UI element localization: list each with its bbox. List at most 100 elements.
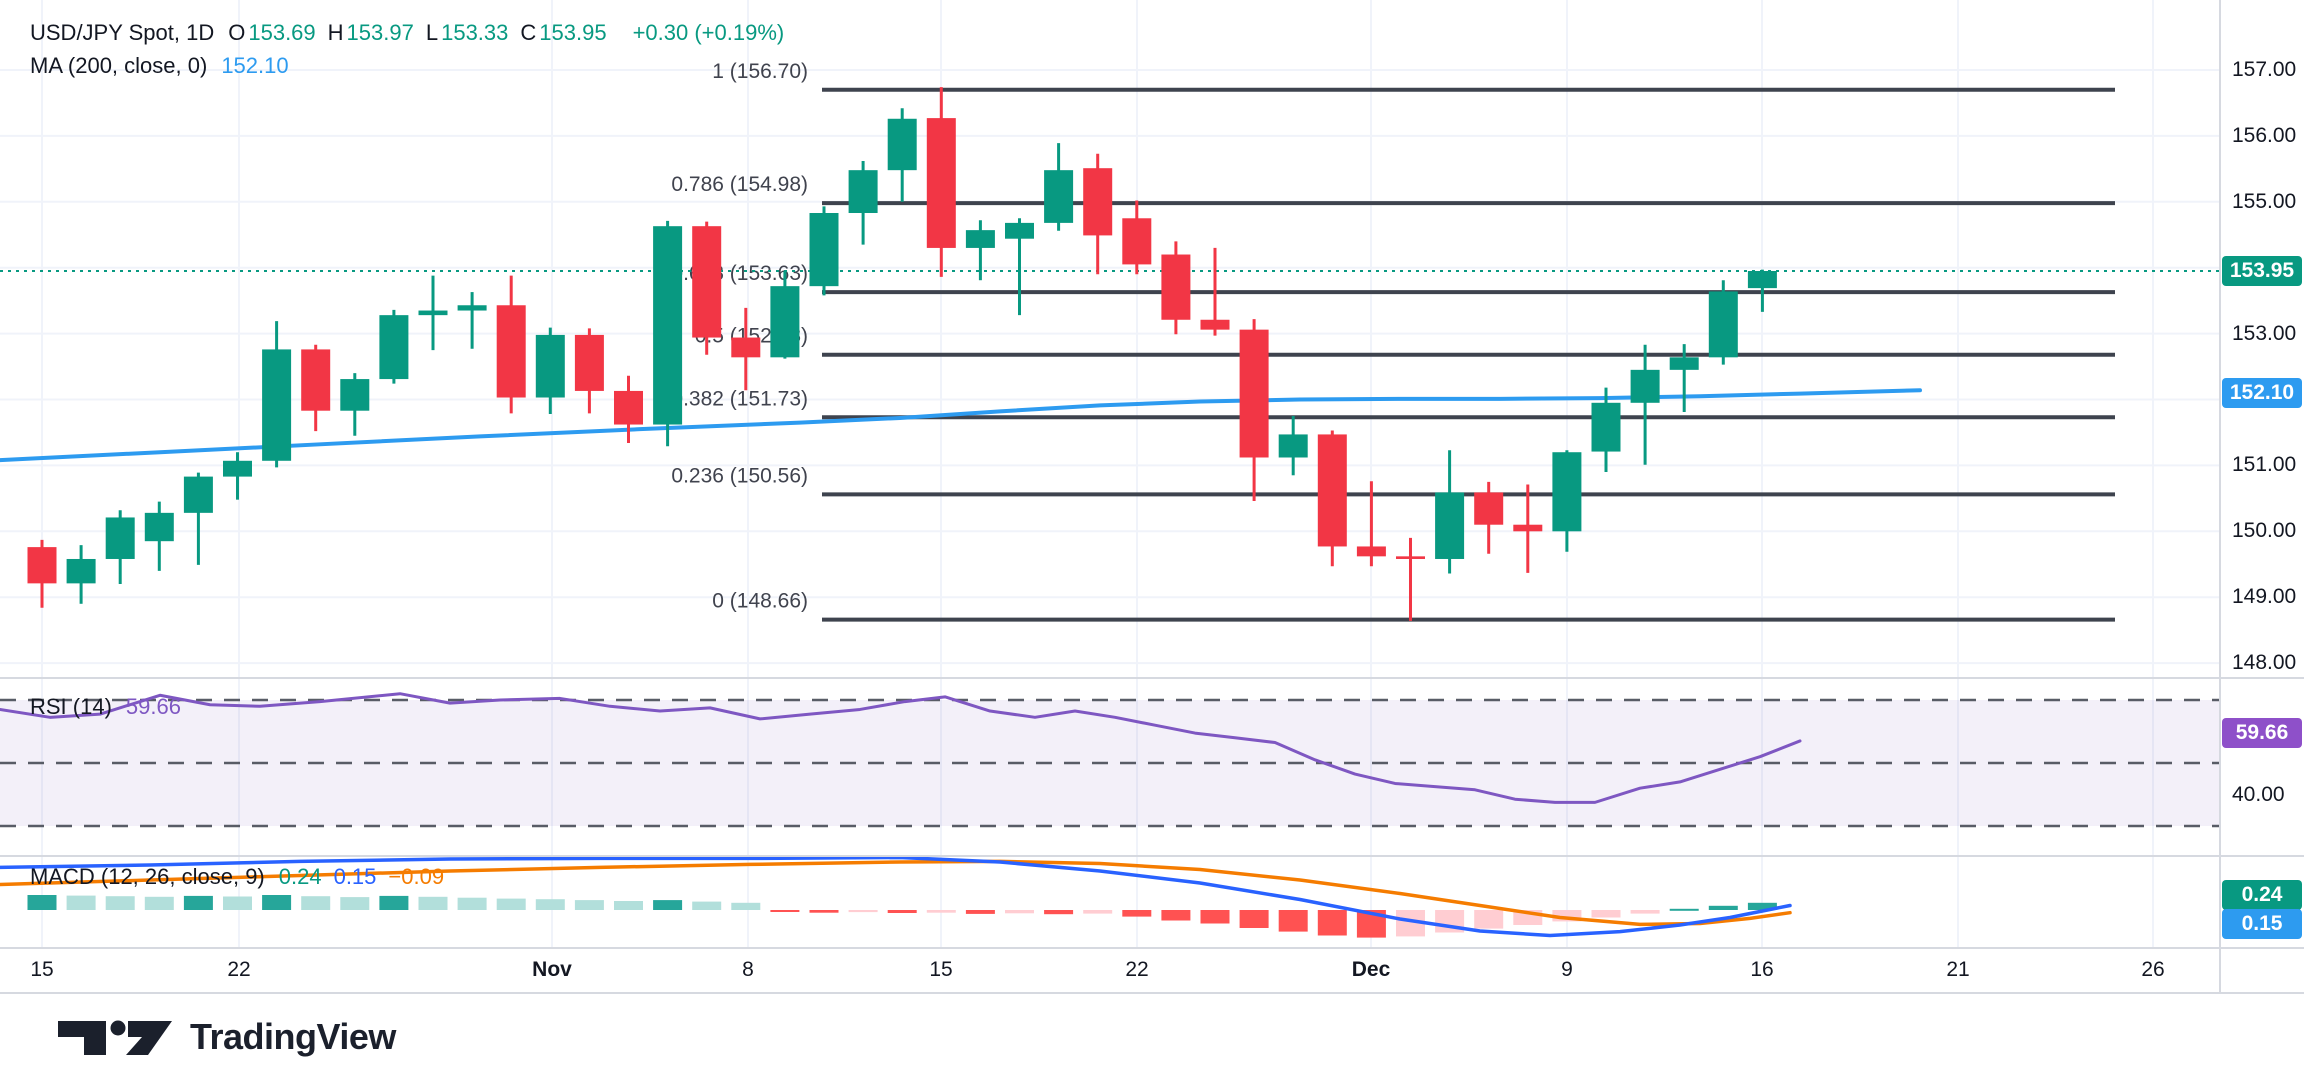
- candle-up: [1630, 369, 1660, 403]
- macd-values: 0.24 0.15 −0.09: [279, 864, 456, 890]
- macd-histogram-value: 0.24: [278, 864, 322, 889]
- candle-down: [614, 390, 643, 425]
- candle-down: [1122, 218, 1152, 265]
- ohlc-low: L 153.33: [425, 20, 509, 45]
- change-value: +0.30 (+0.19%): [632, 20, 785, 45]
- candle-down: [1317, 434, 1347, 547]
- macd-histogram-bar: [965, 910, 995, 914]
- candle-up: [1591, 402, 1621, 452]
- price-label: 151.00: [2232, 453, 2297, 477]
- candle-down: [1513, 524, 1543, 532]
- macd-histogram-bar: [614, 901, 643, 910]
- macd-histogram-bar: [105, 896, 135, 910]
- macd-histogram-bar: [418, 896, 448, 910]
- macd-histogram-bar: [1083, 910, 1113, 914]
- candle-up: [535, 334, 565, 398]
- ma-indicator-label[interactable]: MA (200, close, 0): [30, 53, 208, 78]
- candle-up: [457, 305, 487, 311]
- candle-down: [692, 226, 722, 338]
- rsi-line: [0, 692, 1802, 804]
- symbol-title[interactable]: USD/JPY Spot, 1D: [30, 20, 215, 45]
- macd-histogram-bar: [731, 902, 761, 910]
- macd-legend: MACD (12, 26, close, 9) 0.24 0.15 −0.09: [30, 864, 456, 890]
- price-label: 149.00: [2232, 585, 2297, 609]
- macd-indicator-label[interactable]: MACD (12, 26, close, 9): [30, 864, 265, 889]
- ma-legend: MA (200, close, 0) 152.10: [30, 53, 289, 79]
- macd-histogram-bar: [1669, 908, 1699, 911]
- last-price-badge: 153.95: [2222, 255, 2302, 286]
- logo-text: TradingView: [190, 1016, 396, 1057]
- time-label: Dec: [1351, 958, 1391, 981]
- rsi-legend: RSI (14) 59.66: [30, 694, 181, 720]
- macd-histogram-bar: [1044, 910, 1074, 915]
- price-label: 157.00: [2232, 58, 2297, 81]
- ohlc-values: O 153.69 H 153.97 L 153.33 C 153.95: [228, 20, 618, 46]
- macd-histogram-bar: [223, 896, 252, 910]
- candle-up: [770, 286, 800, 358]
- time-axis[interactable]: 15 22 Nov 8 15 22 Dec 9 16 21 26: [0, 952, 2304, 993]
- candle-up: [809, 213, 839, 287]
- price-axis[interactable]: 157.00 156.00 155.00 153.00 151.00 150.00 149.…: [2220, 0, 2304, 993]
- candle-down: [27, 547, 57, 584]
- candle-up: [1747, 270, 1777, 289]
- time-label: Nov: [532, 958, 572, 981]
- main-legend: USD/JPY Spot, 1D O 153.69 H 153.97 L 153.33 C 1…: [30, 20, 784, 46]
- time-label: 15: [929, 958, 953, 981]
- rsi-value-badge: 59.66: [2222, 717, 2302, 748]
- candle-up: [848, 170, 878, 214]
- rsi-indicator-label[interactable]: RSI (14): [30, 694, 112, 719]
- macd-histogram-bar: [262, 895, 292, 910]
- candle-up: [1278, 434, 1308, 458]
- candle-up: [183, 476, 213, 513]
- macd-histogram-bar: [183, 895, 213, 910]
- macd-histogram-bar: [457, 897, 487, 910]
- fib-label: 0.618 (153.63): [671, 262, 808, 285]
- macd-histogram-bar: [1708, 905, 1738, 910]
- candle-up: [887, 118, 917, 171]
- macd-histogram-bar: [1552, 910, 1582, 922]
- macd-histogram-bar: [535, 899, 565, 910]
- candle-up: [379, 315, 409, 380]
- macd-histogram-bar: [848, 910, 878, 913]
- candle-down: [731, 337, 761, 358]
- macd-histogram-bar: [1630, 910, 1660, 914]
- macd-histogram-bar: [1278, 910, 1308, 932]
- ohlc-high: H 153.97: [327, 20, 414, 45]
- candle-up: [1708, 291, 1738, 358]
- macd-histogram-bar: [144, 896, 174, 910]
- time-label: 22: [1125, 958, 1149, 981]
- price-label: 155.00: [2232, 189, 2297, 213]
- fib-label: 0.236 (150.56): [671, 464, 808, 487]
- ma-value-badge: 152.10: [2222, 377, 2302, 408]
- macd-histogram-bar: [66, 895, 96, 910]
- macd-line: [0, 855, 1792, 938]
- candle-down: [1239, 329, 1269, 458]
- macd-histogram-bar: [574, 900, 604, 910]
- macd-histogram-bar: [1591, 910, 1621, 918]
- time-label: 26: [2141, 958, 2165, 981]
- fib-label: 0.786 (154.98): [671, 173, 808, 196]
- ohlc-open: O 153.69: [228, 20, 316, 45]
- macd-histogram-bar: [1747, 902, 1777, 910]
- price-label: 156.00: [2232, 123, 2297, 147]
- time-label: 9: [1561, 958, 1573, 981]
- macd-histogram-bar: [926, 910, 956, 913]
- time-label: 21: [1946, 958, 1970, 981]
- macd-histogram-bar: [653, 900, 683, 910]
- candle-down: [574, 334, 604, 391]
- candle-down: [1474, 492, 1504, 525]
- time-label: 22: [227, 958, 251, 981]
- macd-histogram-bar: [340, 897, 370, 910]
- candle-down: [1200, 319, 1230, 330]
- rsi-axis-label: 40.00: [2232, 782, 2285, 806]
- candle-down: [1083, 168, 1113, 236]
- price-label: 153.00: [2232, 321, 2297, 345]
- candle-up: [1005, 222, 1034, 239]
- candle-down: [1161, 254, 1191, 320]
- tradingview-branding[interactable]: TradingView: [56, 1016, 396, 1058]
- candle-up: [1044, 170, 1074, 223]
- ohlc-close: C 153.95: [520, 20, 607, 45]
- macd-histogram-bar: [496, 898, 526, 910]
